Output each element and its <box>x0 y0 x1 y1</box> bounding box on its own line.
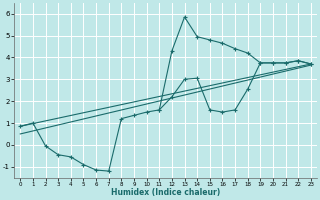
X-axis label: Humidex (Indice chaleur): Humidex (Indice chaleur) <box>111 188 220 197</box>
